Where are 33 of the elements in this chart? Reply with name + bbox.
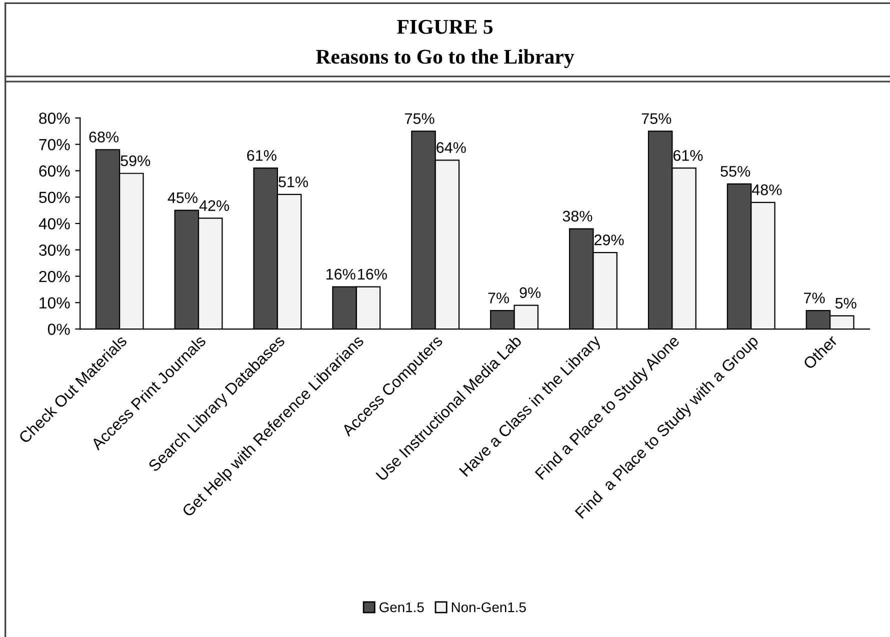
data-label: 7%	[804, 292, 825, 304]
data-label: 7%	[488, 292, 509, 304]
data-label: 75%	[642, 113, 672, 124]
y-tick-label: 80%	[39, 112, 70, 124]
legend-label: Non-Gen1.5	[452, 602, 526, 612]
y-tick-label: 20%	[39, 270, 70, 282]
data-label: 5%	[835, 298, 856, 309]
data-label: 45%	[168, 192, 198, 204]
chart-title: FIGURE 5	[397, 20, 493, 34]
data-label: 59%	[120, 155, 150, 166]
data-label: 48%	[752, 184, 782, 196]
data-label: 64%	[436, 142, 466, 153]
y-tick-label: 0%	[48, 324, 70, 335]
data-label: 75%	[405, 113, 434, 124]
data-label: 16%	[358, 268, 387, 280]
data-label: 61%	[247, 150, 276, 161]
chart-subtitle: Reasons to Go to the Library	[316, 49, 574, 68]
y-tick-label: 30%	[39, 244, 70, 256]
y-tick-label: 10%	[40, 297, 70, 309]
y-tick-label: 70%	[39, 138, 70, 150]
data-label: 9%	[520, 287, 541, 298]
data-label: 38%	[562, 210, 592, 222]
data-label: 51%	[278, 176, 308, 188]
data-label: 68%	[89, 132, 119, 142]
y-tick-label: 50%	[39, 192, 70, 204]
data-label: 55%	[720, 166, 750, 177]
data-label: 29%	[594, 234, 624, 246]
data-label: 16%	[326, 268, 356, 280]
y-tick-label: 60%	[39, 165, 70, 177]
data-label: 61%	[673, 150, 703, 161]
y-tick-label: 40%	[38, 218, 70, 230]
legend-label: Gen1.5	[380, 602, 424, 612]
data-label: 42%	[199, 200, 230, 211]
